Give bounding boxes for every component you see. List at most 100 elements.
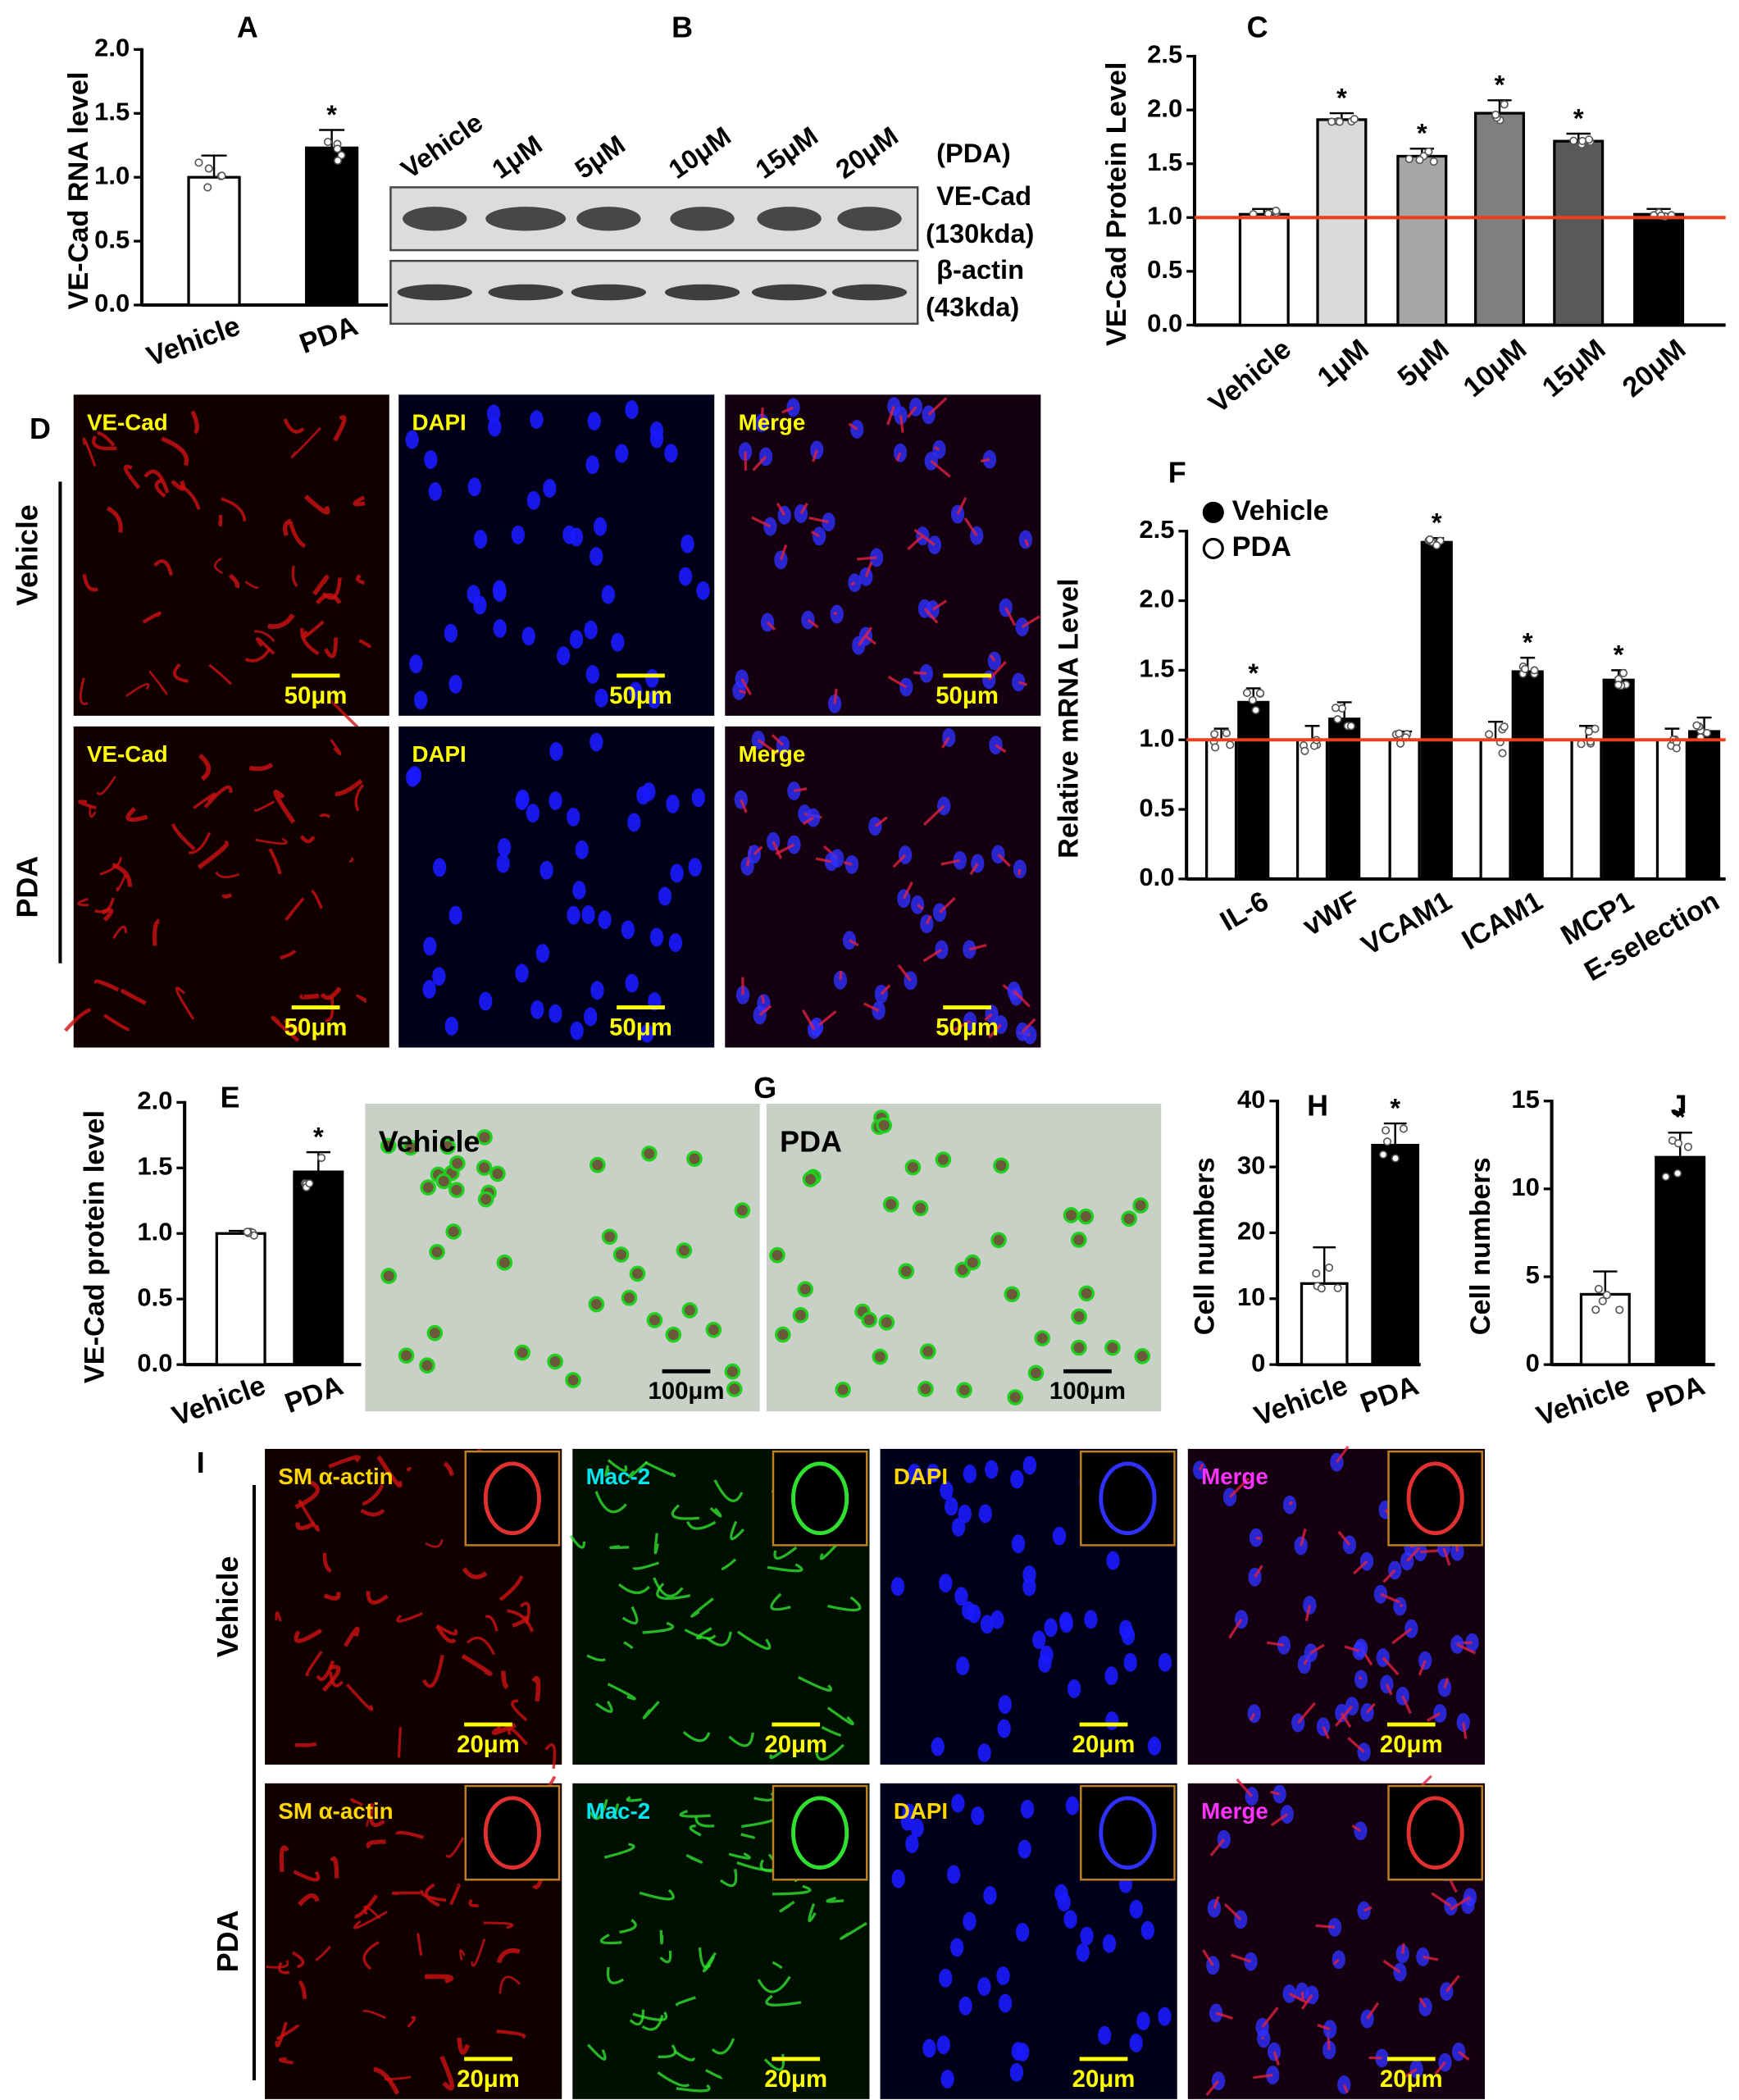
texture <box>217 514 223 527</box>
inset-vessel <box>791 1461 849 1536</box>
texture <box>1423 1955 1439 1961</box>
texture <box>320 986 342 1000</box>
y-tick-label: 0.5 <box>94 225 130 253</box>
texture <box>293 1870 321 1882</box>
texture <box>198 754 212 781</box>
scale-label: 20μm <box>457 2066 520 2093</box>
texture <box>740 799 748 813</box>
texture <box>628 1460 649 1478</box>
data-dot <box>1591 1305 1600 1314</box>
texture <box>1366 2002 1380 2020</box>
texture <box>802 816 814 826</box>
texture <box>931 1737 945 1756</box>
texture <box>1303 1596 1317 1615</box>
data-dot <box>1577 740 1586 749</box>
texture <box>266 1960 289 1969</box>
y-tick-label: 0 <box>1251 1348 1265 1377</box>
texture <box>448 674 462 694</box>
texture <box>1158 1652 1172 1672</box>
data-dot <box>1382 1137 1392 1146</box>
texture <box>934 446 940 451</box>
texture <box>907 535 924 551</box>
texture <box>316 1660 335 1681</box>
legend-marker <box>1202 501 1224 523</box>
texture <box>676 1242 693 1259</box>
texture <box>1363 1906 1373 1912</box>
lane-label: 15μM <box>749 121 823 184</box>
texture <box>1078 1285 1095 1302</box>
data-dot <box>1333 715 1342 724</box>
texture <box>1104 1666 1118 1686</box>
bar <box>1479 738 1512 881</box>
x-tick-label: vWF <box>1298 886 1365 942</box>
blot-band <box>571 284 647 301</box>
y-tick-label: 20 <box>1237 1217 1265 1246</box>
texture <box>598 910 612 930</box>
texture <box>775 1326 791 1343</box>
texture <box>810 531 820 538</box>
y-tick-label: 0.0 <box>1139 863 1174 891</box>
texture <box>422 979 436 999</box>
texture <box>676 2084 711 2093</box>
x-tick-label: ICAM1 <box>1457 886 1548 956</box>
x-tick-label: 15μM <box>1536 334 1612 403</box>
texture <box>737 1630 772 1651</box>
texture <box>1129 2033 1143 2052</box>
texture <box>531 1675 541 1702</box>
x-tick-label: Vehicle <box>1203 334 1297 420</box>
texture <box>618 1583 650 1594</box>
texture <box>590 547 603 566</box>
inset <box>1080 1450 1176 1547</box>
x-tick-label: PDA <box>1356 1370 1423 1419</box>
texture <box>1105 1711 1119 1730</box>
texture <box>1255 1536 1262 1541</box>
texture <box>93 979 120 992</box>
texture <box>521 626 535 646</box>
texture <box>298 1979 307 1999</box>
image-label: PDA <box>780 1125 842 1158</box>
texture <box>757 1975 791 1993</box>
texture <box>599 1934 622 1945</box>
data-dot <box>1312 1269 1321 1278</box>
texture <box>1358 1676 1363 1680</box>
texture <box>861 1311 877 1328</box>
texture <box>728 1852 751 1860</box>
inset <box>1387 1784 1483 1881</box>
data-dot <box>1382 1126 1391 1135</box>
texture <box>588 1296 605 1313</box>
texture <box>1027 1364 1045 1382</box>
texture <box>765 1994 802 2007</box>
texture <box>895 452 902 462</box>
texture <box>779 544 788 561</box>
significance: * <box>1336 82 1347 112</box>
texture <box>123 464 141 490</box>
texture <box>604 1465 610 1477</box>
texture <box>908 1464 922 1483</box>
texture <box>1433 1704 1447 1723</box>
texture <box>485 1615 498 1632</box>
image-label: Merge <box>739 741 806 767</box>
texture <box>1272 2051 1280 2066</box>
texture <box>82 574 98 592</box>
texture <box>459 1949 466 1961</box>
data-dot <box>1333 1283 1342 1292</box>
texture <box>271 1016 300 1042</box>
data-dot <box>1251 706 1260 715</box>
texture <box>1382 1656 1400 1676</box>
x-tick-label: PDA <box>295 310 362 359</box>
texture <box>738 689 747 695</box>
texture <box>892 854 907 868</box>
texture <box>863 1002 880 1012</box>
texture <box>1017 1839 1031 1859</box>
texture <box>362 1484 385 1506</box>
texture <box>772 840 783 859</box>
texture <box>1021 615 1040 628</box>
data-dot <box>1346 722 1355 731</box>
blot-band <box>397 284 472 301</box>
texture <box>197 840 229 870</box>
texture <box>1213 1896 1220 1909</box>
bar <box>1655 738 1688 881</box>
texture <box>941 736 950 749</box>
y-axis-label: VE-Cad RNA level <box>63 72 94 310</box>
texture <box>116 874 127 892</box>
